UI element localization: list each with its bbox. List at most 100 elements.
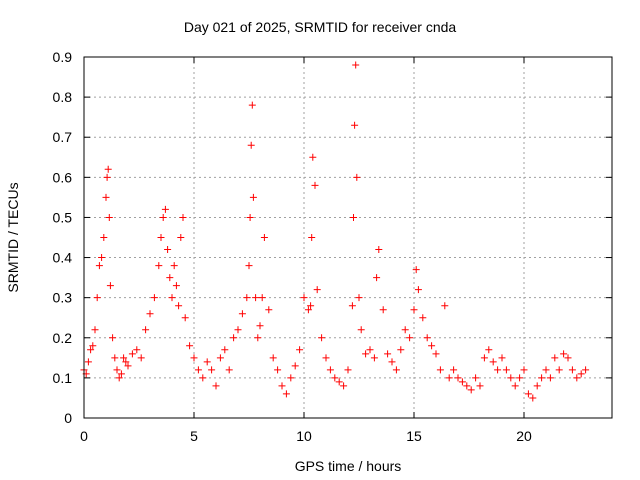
data-point <box>507 374 515 382</box>
data-point <box>256 322 264 330</box>
data-point <box>194 366 202 374</box>
data-point <box>355 294 363 302</box>
data-point <box>133 346 141 354</box>
data-point <box>122 358 130 366</box>
data-point <box>308 234 316 241</box>
axis-ticks <box>83 56 612 419</box>
x-tick-label: 15 <box>406 428 422 444</box>
data-point <box>102 193 110 201</box>
data-point <box>516 374 524 382</box>
data-point <box>190 354 198 362</box>
data-point <box>159 213 167 221</box>
data-point <box>282 390 290 398</box>
data-point <box>84 358 92 366</box>
data-point <box>278 382 286 390</box>
data-point <box>146 310 154 318</box>
y-tick-label: 0.5 <box>53 209 73 225</box>
data-point <box>551 354 559 362</box>
data-point <box>362 350 370 358</box>
y-tick-label: 0.1 <box>53 370 73 386</box>
x-tick-label: 20 <box>516 428 532 444</box>
x-tick-labels: 0 5 10 15 20 <box>80 428 532 444</box>
data-point <box>103 173 111 181</box>
data-point <box>450 366 458 374</box>
data-point <box>265 306 273 314</box>
data-point <box>568 366 576 374</box>
y-tick-label: 0.8 <box>53 89 73 105</box>
data-point <box>260 234 268 241</box>
data-point <box>307 302 315 310</box>
data-point <box>485 346 493 354</box>
data-point <box>124 362 132 370</box>
data-point <box>489 358 497 366</box>
data-point <box>436 366 444 374</box>
data-point <box>573 374 581 382</box>
data-point <box>258 294 266 302</box>
x-tick-label: 5 <box>190 428 198 444</box>
data-point <box>274 366 282 374</box>
data-point <box>432 350 440 358</box>
data-point <box>304 306 312 314</box>
data-point <box>245 262 253 270</box>
data-point <box>252 294 260 302</box>
data-point <box>375 246 383 254</box>
data-point <box>494 366 502 374</box>
y-tick-label: 0.2 <box>53 330 73 346</box>
data-point <box>104 165 112 173</box>
x-tick-label: 10 <box>296 428 312 444</box>
data-point <box>161 205 169 213</box>
data-point <box>199 374 207 382</box>
data-point <box>254 334 262 342</box>
data-point <box>249 193 257 201</box>
data-point <box>445 374 453 382</box>
data-point <box>373 274 381 282</box>
data-point <box>248 101 256 109</box>
y-tick-labels: 0 0.1 0.2 0.3 0.4 0.5 0.6 0.7 0.8 0.9 <box>53 49 73 426</box>
y-tick-label: 0 <box>64 410 72 426</box>
data-point <box>480 354 488 362</box>
y-axis-title: SRMTID / TECUs <box>5 182 21 292</box>
data-point <box>353 173 361 181</box>
data-point <box>313 286 321 294</box>
data-point <box>326 366 334 374</box>
data-point <box>529 394 537 402</box>
data-point <box>181 314 189 322</box>
data-point <box>476 382 484 390</box>
data-point <box>203 358 211 366</box>
data-point <box>269 354 277 362</box>
data-point <box>414 286 422 294</box>
data-point <box>287 374 295 382</box>
data-point <box>344 366 352 374</box>
y-tick-label: 0.4 <box>53 250 73 266</box>
data-point <box>370 354 378 362</box>
plot-frame <box>83 56 613 419</box>
data-point <box>335 378 343 386</box>
data-point <box>388 358 396 366</box>
data-point <box>331 374 339 382</box>
data-point <box>238 310 246 318</box>
data-point <box>113 366 121 374</box>
data-point <box>441 302 449 310</box>
data-point <box>105 213 113 221</box>
data-point <box>410 306 418 314</box>
data-points <box>80 61 590 402</box>
data-point <box>463 382 471 390</box>
data-point <box>87 346 95 354</box>
data-point <box>498 354 506 362</box>
data-point <box>502 366 510 374</box>
data-point <box>100 234 108 241</box>
data-point <box>157 234 165 241</box>
data-point <box>225 366 233 374</box>
data-point <box>384 350 392 358</box>
data-point <box>472 374 480 382</box>
data-point <box>172 282 180 290</box>
data-point <box>555 366 563 374</box>
data-point <box>137 354 145 362</box>
grid <box>84 57 612 418</box>
y-tick-label: 0.3 <box>53 290 73 306</box>
data-point <box>142 326 150 334</box>
data-point <box>352 61 360 69</box>
data-point <box>111 354 119 362</box>
data-point <box>577 370 585 378</box>
